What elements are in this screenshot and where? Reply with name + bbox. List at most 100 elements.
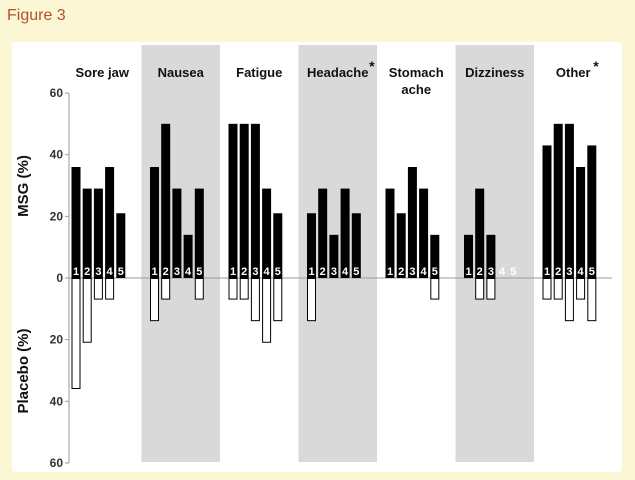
msg-bar xyxy=(564,123,574,278)
y-tick-label-top: 60 xyxy=(50,86,64,100)
dose-label: 1 xyxy=(308,266,314,278)
dose-label: 3 xyxy=(566,266,572,278)
y-tick-label-bottom: 20 xyxy=(50,333,64,347)
placebo-bar xyxy=(273,278,283,322)
msg-bar xyxy=(486,234,496,278)
msg-bar xyxy=(553,123,563,278)
placebo-bar xyxy=(93,278,103,300)
placebo-bar xyxy=(486,278,496,300)
placebo-bar xyxy=(576,278,586,300)
dose-label: 5 xyxy=(510,266,516,278)
dose-label: 3 xyxy=(174,266,180,278)
placebo-bar xyxy=(587,278,597,322)
dose-label: 4 xyxy=(264,266,271,278)
dose-label: 2 xyxy=(84,266,90,278)
group-title-2: Fatigue xyxy=(236,65,282,80)
dose-label: 5 xyxy=(118,266,124,278)
dose-label: 4 xyxy=(499,266,506,278)
dose-label: 3 xyxy=(409,266,415,278)
y-tick-label-bottom: 60 xyxy=(50,456,64,470)
group-title-5: Dizziness xyxy=(465,65,524,80)
group-title-0: Sore jaw xyxy=(76,65,130,80)
placebo-bar xyxy=(228,278,238,300)
placebo-bar xyxy=(82,278,92,343)
msg-bar xyxy=(161,123,171,278)
dose-label: 1 xyxy=(151,266,157,278)
dose-label: 3 xyxy=(488,266,494,278)
msg-bar xyxy=(172,188,182,278)
dose-label: 5 xyxy=(353,266,359,278)
group-title-4: ache xyxy=(401,82,431,97)
placebo-bar xyxy=(430,278,440,300)
msg-bar xyxy=(183,234,193,278)
y-tick-label-top: 20 xyxy=(50,209,64,223)
group-title-4: Stomach xyxy=(389,65,444,80)
msg-bar xyxy=(307,213,316,278)
dose-label: 3 xyxy=(95,266,101,278)
placebo-bar xyxy=(564,278,574,322)
placebo-bar xyxy=(262,278,272,343)
msg-bar xyxy=(351,213,361,278)
msg-bar xyxy=(250,123,260,278)
placebo-bar xyxy=(161,278,171,300)
msg-bar xyxy=(475,188,485,278)
asterisk-6: * xyxy=(593,58,599,74)
chart-panel: 0 20 40 60 20 40 60 MSG (%) Placebo (%) Sore jaw 1… xyxy=(12,42,622,472)
dose-label: 5 xyxy=(275,266,281,278)
msg-bar xyxy=(105,167,115,278)
msg-bar xyxy=(273,213,283,278)
msg-bar xyxy=(262,188,272,278)
msg-bar xyxy=(385,188,395,278)
figure-caption: Figure 3 xyxy=(7,7,66,24)
dose-label: 4 xyxy=(185,266,192,278)
dose-label: 4 xyxy=(578,266,585,278)
msg-bar xyxy=(396,213,406,278)
dose-label: 2 xyxy=(555,266,561,278)
msg-bar xyxy=(419,188,429,278)
placebo-bar xyxy=(553,278,563,300)
placebo-bar xyxy=(105,278,115,300)
msg-bar xyxy=(464,234,473,278)
msg-bar xyxy=(228,123,238,278)
placebo-bar xyxy=(250,278,260,322)
dose-label: 4 xyxy=(421,266,428,278)
asterisk-3: * xyxy=(369,58,375,74)
dose-label: 2 xyxy=(398,266,404,278)
msg-bar xyxy=(82,188,92,278)
dose-label: 1 xyxy=(73,266,79,278)
dose-label: 2 xyxy=(241,266,247,278)
msg-bar xyxy=(318,188,328,278)
dose-label: 2 xyxy=(477,266,483,278)
dose-label: 2 xyxy=(163,266,169,278)
dose-label: 1 xyxy=(387,266,393,278)
placebo-bar xyxy=(542,278,552,300)
y-tick-label-bottom: 40 xyxy=(50,394,64,408)
msg-bar xyxy=(542,145,552,278)
placebo-bar xyxy=(475,278,485,300)
msg-bar xyxy=(150,167,159,278)
group-title-1: Nausea xyxy=(158,65,205,80)
placebo-bar xyxy=(239,278,249,300)
dose-label: 5 xyxy=(589,266,595,278)
msg-bar xyxy=(430,234,440,278)
placebo-bar xyxy=(150,278,159,322)
msg-bar xyxy=(239,123,249,278)
placebo-bar xyxy=(307,278,316,322)
placebo-bar xyxy=(194,278,204,300)
dose-label: 2 xyxy=(320,266,326,278)
dose-label: 1 xyxy=(465,266,471,278)
msg-bar xyxy=(576,167,586,278)
msg-bar xyxy=(407,167,417,278)
group-title-6: Other xyxy=(556,65,591,80)
placebo-bar xyxy=(71,278,81,389)
dose-label: 3 xyxy=(252,266,258,278)
msg-bar xyxy=(329,234,339,278)
dose-label: 1 xyxy=(230,266,236,278)
y-axis-label-placebo: Placebo (%) xyxy=(15,328,32,413)
msg-bar xyxy=(194,188,204,278)
y-tick-label-top: 0 xyxy=(56,271,63,285)
msg-bar xyxy=(71,167,81,278)
dose-label: 5 xyxy=(432,266,438,278)
msg-bar xyxy=(93,188,103,278)
dose-label: 3 xyxy=(331,266,337,278)
